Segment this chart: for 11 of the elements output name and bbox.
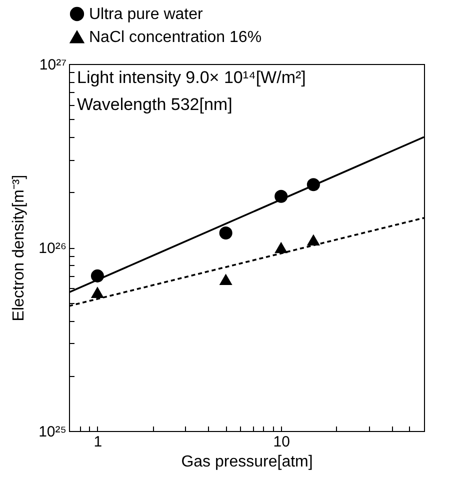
x-tick-label: 10 — [273, 434, 290, 450]
y-tick-label: 10²⁶ — [38, 240, 66, 257]
legend-label: Ultra pure water — [89, 6, 204, 23]
y-axis-title: Electron density[m⁻³] — [10, 174, 28, 322]
annotation: Light intensity 9.0× 10¹⁴[W/m²] — [77, 68, 306, 87]
x-axis-title: Gas pressure[atm] — [181, 454, 313, 470]
y-tick-label: 10²⁵ — [38, 424, 66, 440]
x-tick-label: 1 — [94, 434, 102, 450]
y-tick-label: 10²⁷ — [39, 56, 66, 74]
legend-label: NaCl concentration 16% — [89, 29, 262, 46]
annotation: Wavelength 532[nm] — [77, 95, 232, 114]
